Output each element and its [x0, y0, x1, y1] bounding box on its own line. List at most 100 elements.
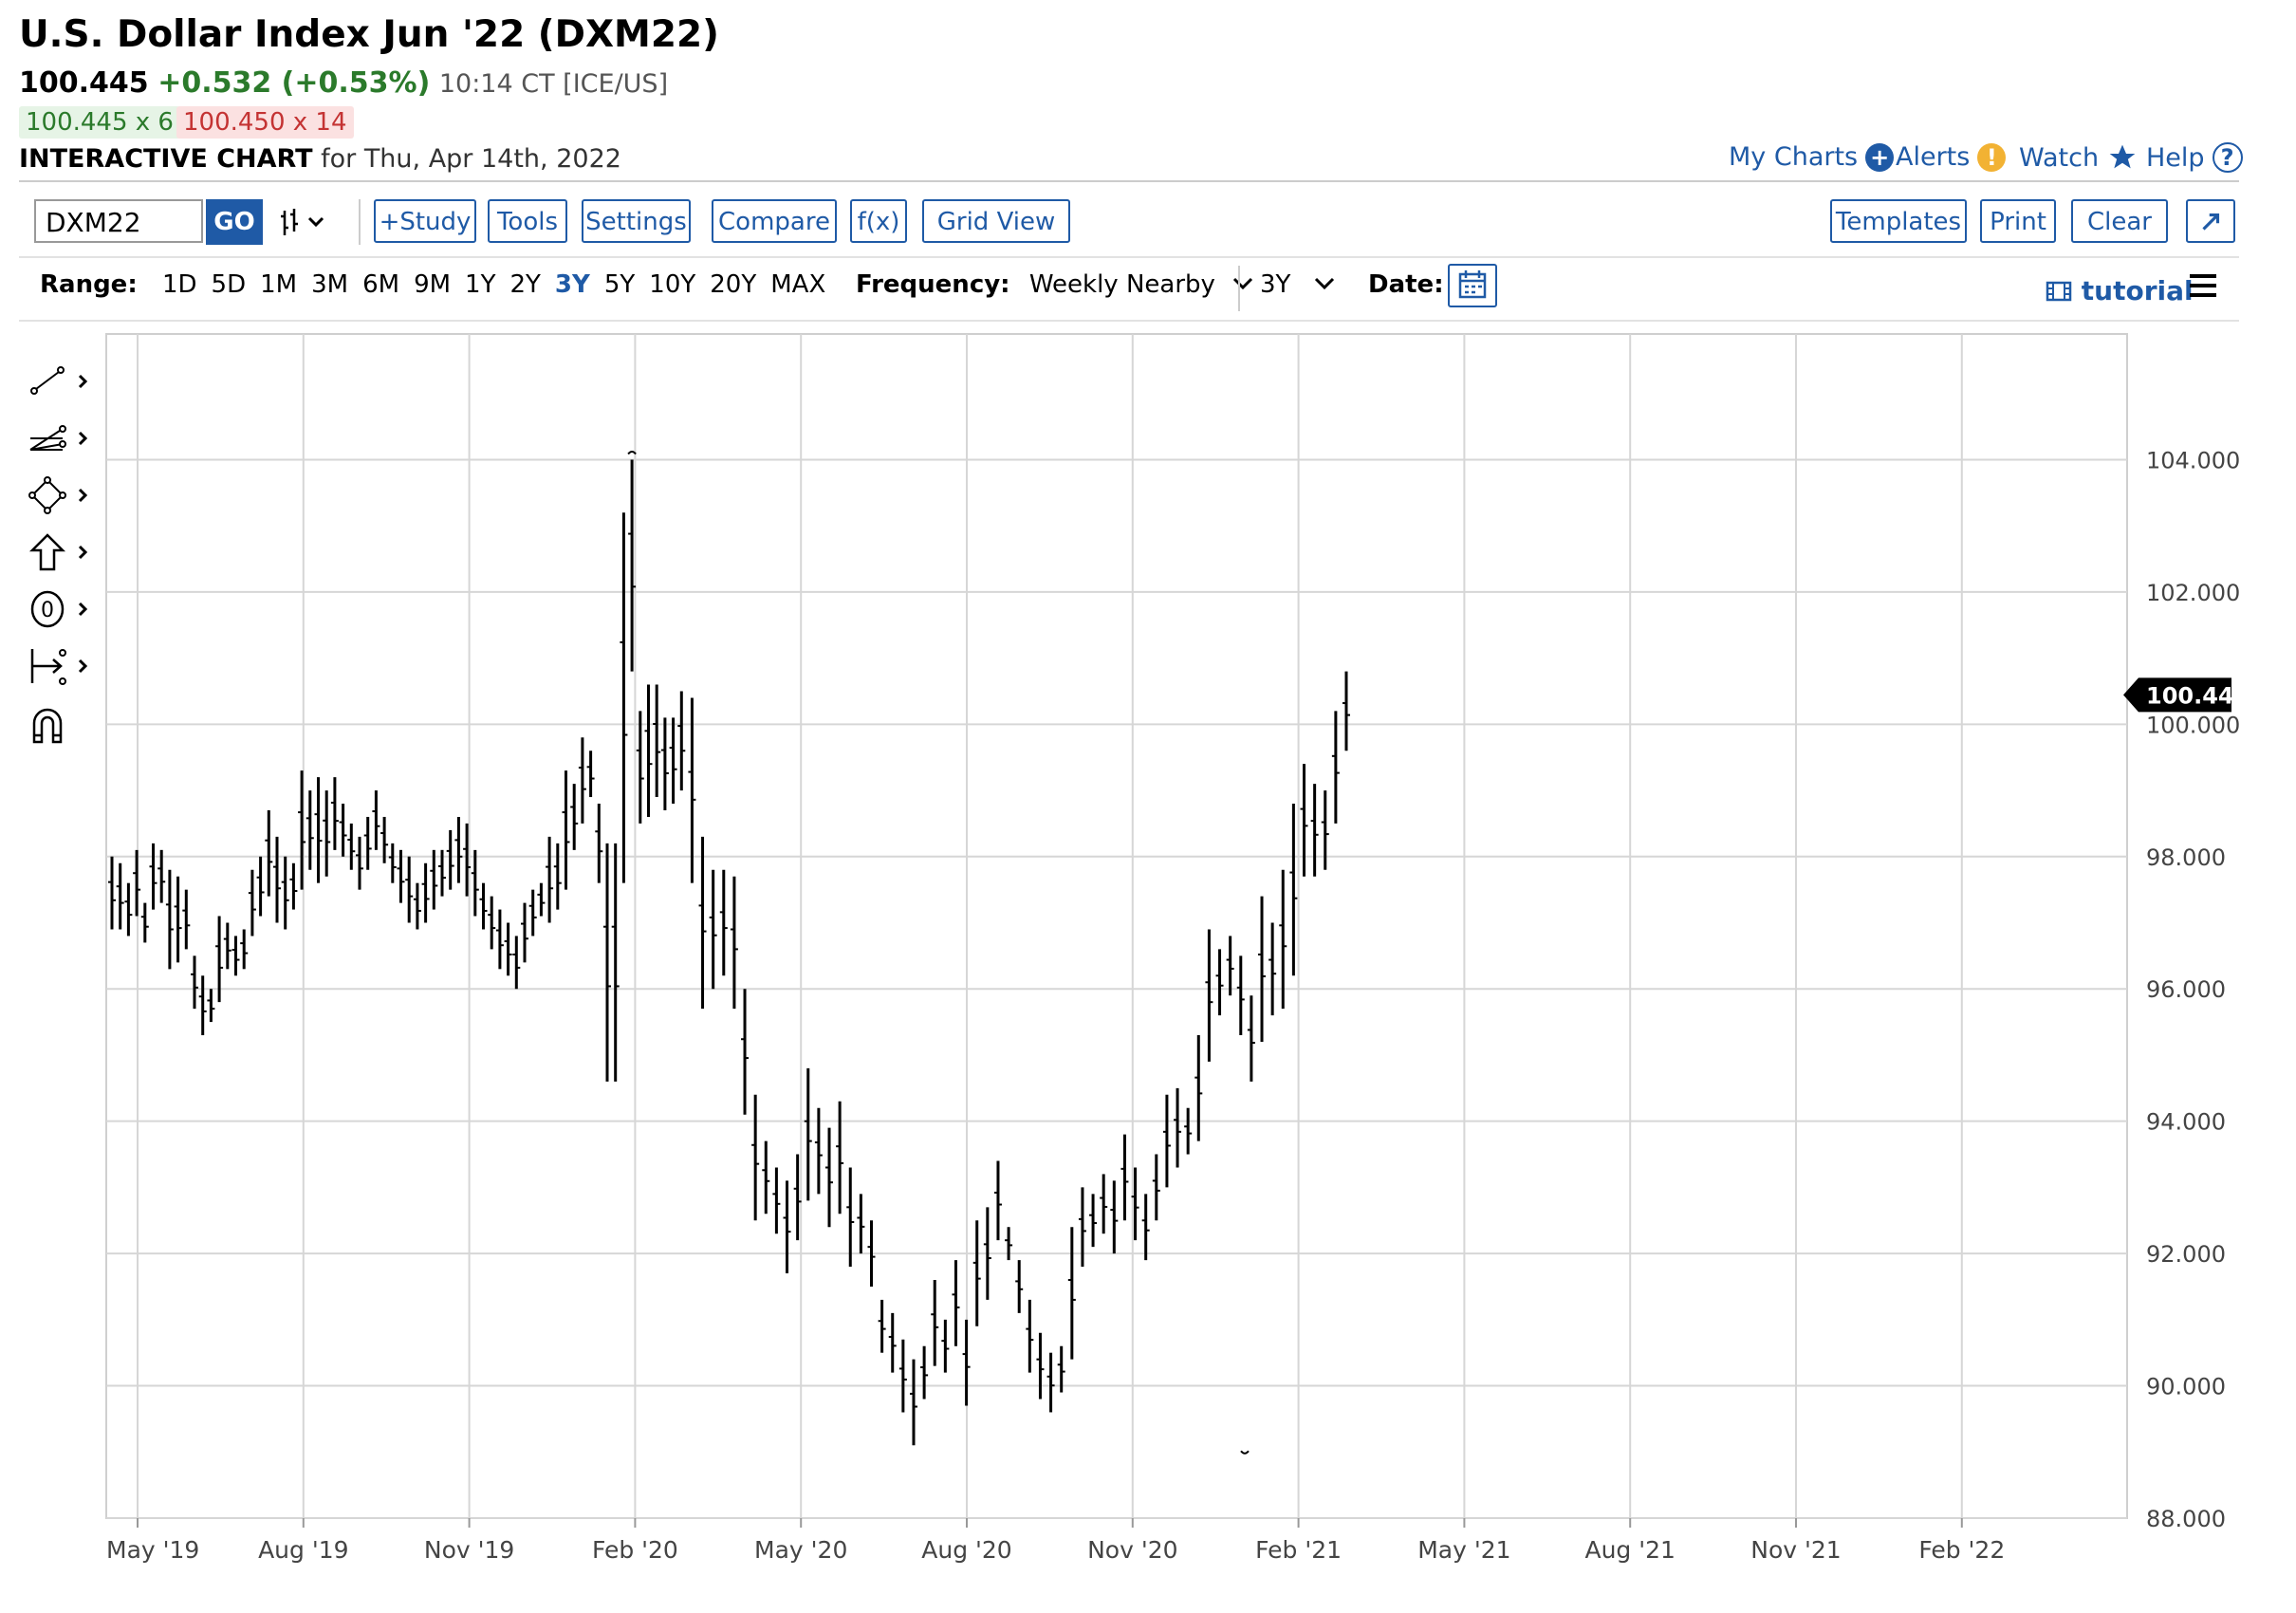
tutorial-label: tutorial [2081, 275, 2194, 306]
tutorial-link[interactable]: tutorial [2046, 275, 2194, 306]
grid-view-button[interactable]: Grid View [922, 199, 1070, 243]
alerts-label: Alerts [1896, 142, 1971, 172]
range-option-2y[interactable]: 2Y [509, 270, 541, 299]
x-tick-label: Aug '20 [921, 1536, 1011, 1564]
fan-tool-button[interactable] [28, 417, 95, 459]
x-axis-labels: May '19 Aug '19 Nov '19 Feb '20 May '20 Aug '… [106, 1536, 2005, 1564]
chart-type-dropdown[interactable] [277, 203, 334, 241]
range-label: Range: [40, 270, 138, 299]
range-option-10y[interactable]: 10Y [649, 270, 696, 299]
tools-button[interactable]: Tools [488, 199, 567, 243]
help-icon: ? [2212, 142, 2243, 173]
divider [19, 320, 2239, 322]
y-tick-label: 98.000 [2146, 844, 2226, 871]
watch-label: Watch [2019, 142, 2100, 173]
film-icon [2046, 281, 2072, 302]
divider [19, 180, 2239, 182]
range-option-6m[interactable]: 6M [362, 270, 400, 299]
range-divider [1238, 266, 1240, 311]
range-option-1m[interactable]: 1M [260, 270, 298, 299]
quote-line: 100.445 +0.532 (+0.53%) 10:14 CT [ICE/US… [19, 66, 668, 100]
compare-button[interactable]: Compare [712, 199, 837, 243]
high-marker [627, 450, 637, 455]
my-charts-link[interactable]: My Charts + [1729, 142, 1895, 172]
chevron-down-icon [1314, 277, 1334, 290]
last-price-tag [2123, 677, 2231, 713]
templates-button[interactable]: Templates [1830, 199, 1967, 243]
last-price-label: 100.445 [2146, 682, 2250, 709]
frequency-selector[interactable]: Frequency: Weekly Nearby [856, 270, 1255, 299]
chevron-down-icon [1233, 277, 1253, 290]
magnet-icon [32, 708, 63, 744]
chevron-down-icon [307, 216, 324, 228]
period-value: 3Y [1260, 270, 1291, 299]
y-tick-label: 90.000 [2146, 1374, 2226, 1400]
y-tick-label: 100.000 [2146, 712, 2240, 738]
fan-tool-icon [29, 425, 88, 451]
range-option-max[interactable]: MAX [770, 270, 826, 299]
frequency-label: Frequency: [856, 270, 1010, 299]
hamburger-icon [2190, 274, 2216, 297]
page-title: U.S. Dollar Index Jun '22 (DXM22) [19, 13, 719, 56]
text-tool-button[interactable]: 0 [28, 588, 95, 630]
divider [19, 256, 2239, 258]
period-selector[interactable]: 3Y [1260, 270, 1337, 299]
study-button[interactable]: +Study [374, 199, 476, 243]
frequency-value: Weekly Nearby [1028, 270, 1215, 299]
y-axis-labels: 104.000 102.000 100.000 98.000 96.000 94.000 9… [2146, 447, 2240, 1532]
symbol-input[interactable]: DXM22 [34, 199, 203, 243]
text-tool-icon: 0 [30, 590, 88, 628]
x-tick-label: Aug '19 [258, 1536, 348, 1564]
range-option-1y[interactable]: 1Y [465, 270, 496, 299]
chart-label: INTERACTIVE CHART [19, 144, 313, 174]
line-tool-button[interactable] [28, 361, 95, 402]
shape-tool-button[interactable] [28, 474, 95, 516]
fullscreen-button[interactable] [2186, 199, 2235, 243]
calendar-icon [1458, 270, 1487, 299]
plus-icon: + [1865, 142, 1895, 172]
y-tick-label: 88.000 [2146, 1506, 2226, 1532]
range-options: 1D 5D 1M 3M 6M 9M 1Y 2Y 3Y 5Y 10Y 20Y MAX [162, 270, 840, 299]
menu-button[interactable] [2188, 271, 2218, 300]
clear-button[interactable]: Clear [2071, 199, 2168, 243]
magnet-button[interactable] [28, 704, 95, 746]
fx-button[interactable]: f(x) [850, 199, 907, 243]
range-option-20y[interactable]: 20Y [710, 270, 757, 299]
price-bars [108, 459, 1350, 1446]
y-tick-label: 104.000 [2146, 447, 2240, 473]
help-label: Help [2146, 142, 2205, 173]
quote-time: 10:14 CT [ICE/US] [438, 69, 669, 99]
x-tick-label: May '20 [754, 1536, 847, 1564]
range-option-5y[interactable]: 5Y [603, 270, 636, 299]
range-option-3y[interactable]: 3Y [554, 270, 590, 299]
range-bar: Range: 1D 5D 1M 3M 6M 9M 1Y 2Y 3Y 5Y 10Y 20Y MAX [40, 270, 840, 299]
measure-tool-button[interactable] [28, 645, 95, 687]
watch-link[interactable]: Watch [2019, 142, 2139, 173]
chart-date: for Thu, Apr 14th, 2022 [321, 144, 621, 174]
x-tick-label: Nov '19 [424, 1536, 514, 1564]
go-button[interactable]: GO [206, 199, 263, 245]
alerts-link[interactable]: Alerts ! [1896, 142, 2007, 172]
x-tick-label: May '21 [1417, 1536, 1510, 1564]
arrow-tool-icon [28, 533, 88, 571]
low-marker [1240, 1450, 1250, 1455]
range-option-3m[interactable]: 3M [311, 270, 349, 299]
range-option-5d[interactable]: 5D [211, 270, 247, 299]
x-tick-label: May '19 [106, 1536, 199, 1564]
print-button[interactable]: Print [1980, 199, 2056, 243]
price-change: +0.532 (+0.53%) [157, 66, 431, 100]
range-option-9m[interactable]: 9M [414, 270, 452, 299]
help-link[interactable]: Help ? [2146, 142, 2243, 173]
x-tick-label: Aug '21 [1584, 1536, 1675, 1564]
date-label: Date: [1368, 270, 1444, 299]
settings-button[interactable]: Settings [582, 199, 691, 243]
x-tick-label: Nov '21 [1750, 1536, 1841, 1564]
range-option-1d[interactable]: 1D [161, 270, 197, 299]
date-picker-button[interactable] [1448, 264, 1497, 307]
plot-frame [105, 333, 2128, 1519]
x-tick-label: Feb '22 [1918, 1536, 2005, 1564]
chart-markers: 100.445 [627, 450, 2250, 1455]
arrow-tool-button[interactable] [28, 531, 95, 573]
bar-chart-type-icon [281, 209, 324, 235]
